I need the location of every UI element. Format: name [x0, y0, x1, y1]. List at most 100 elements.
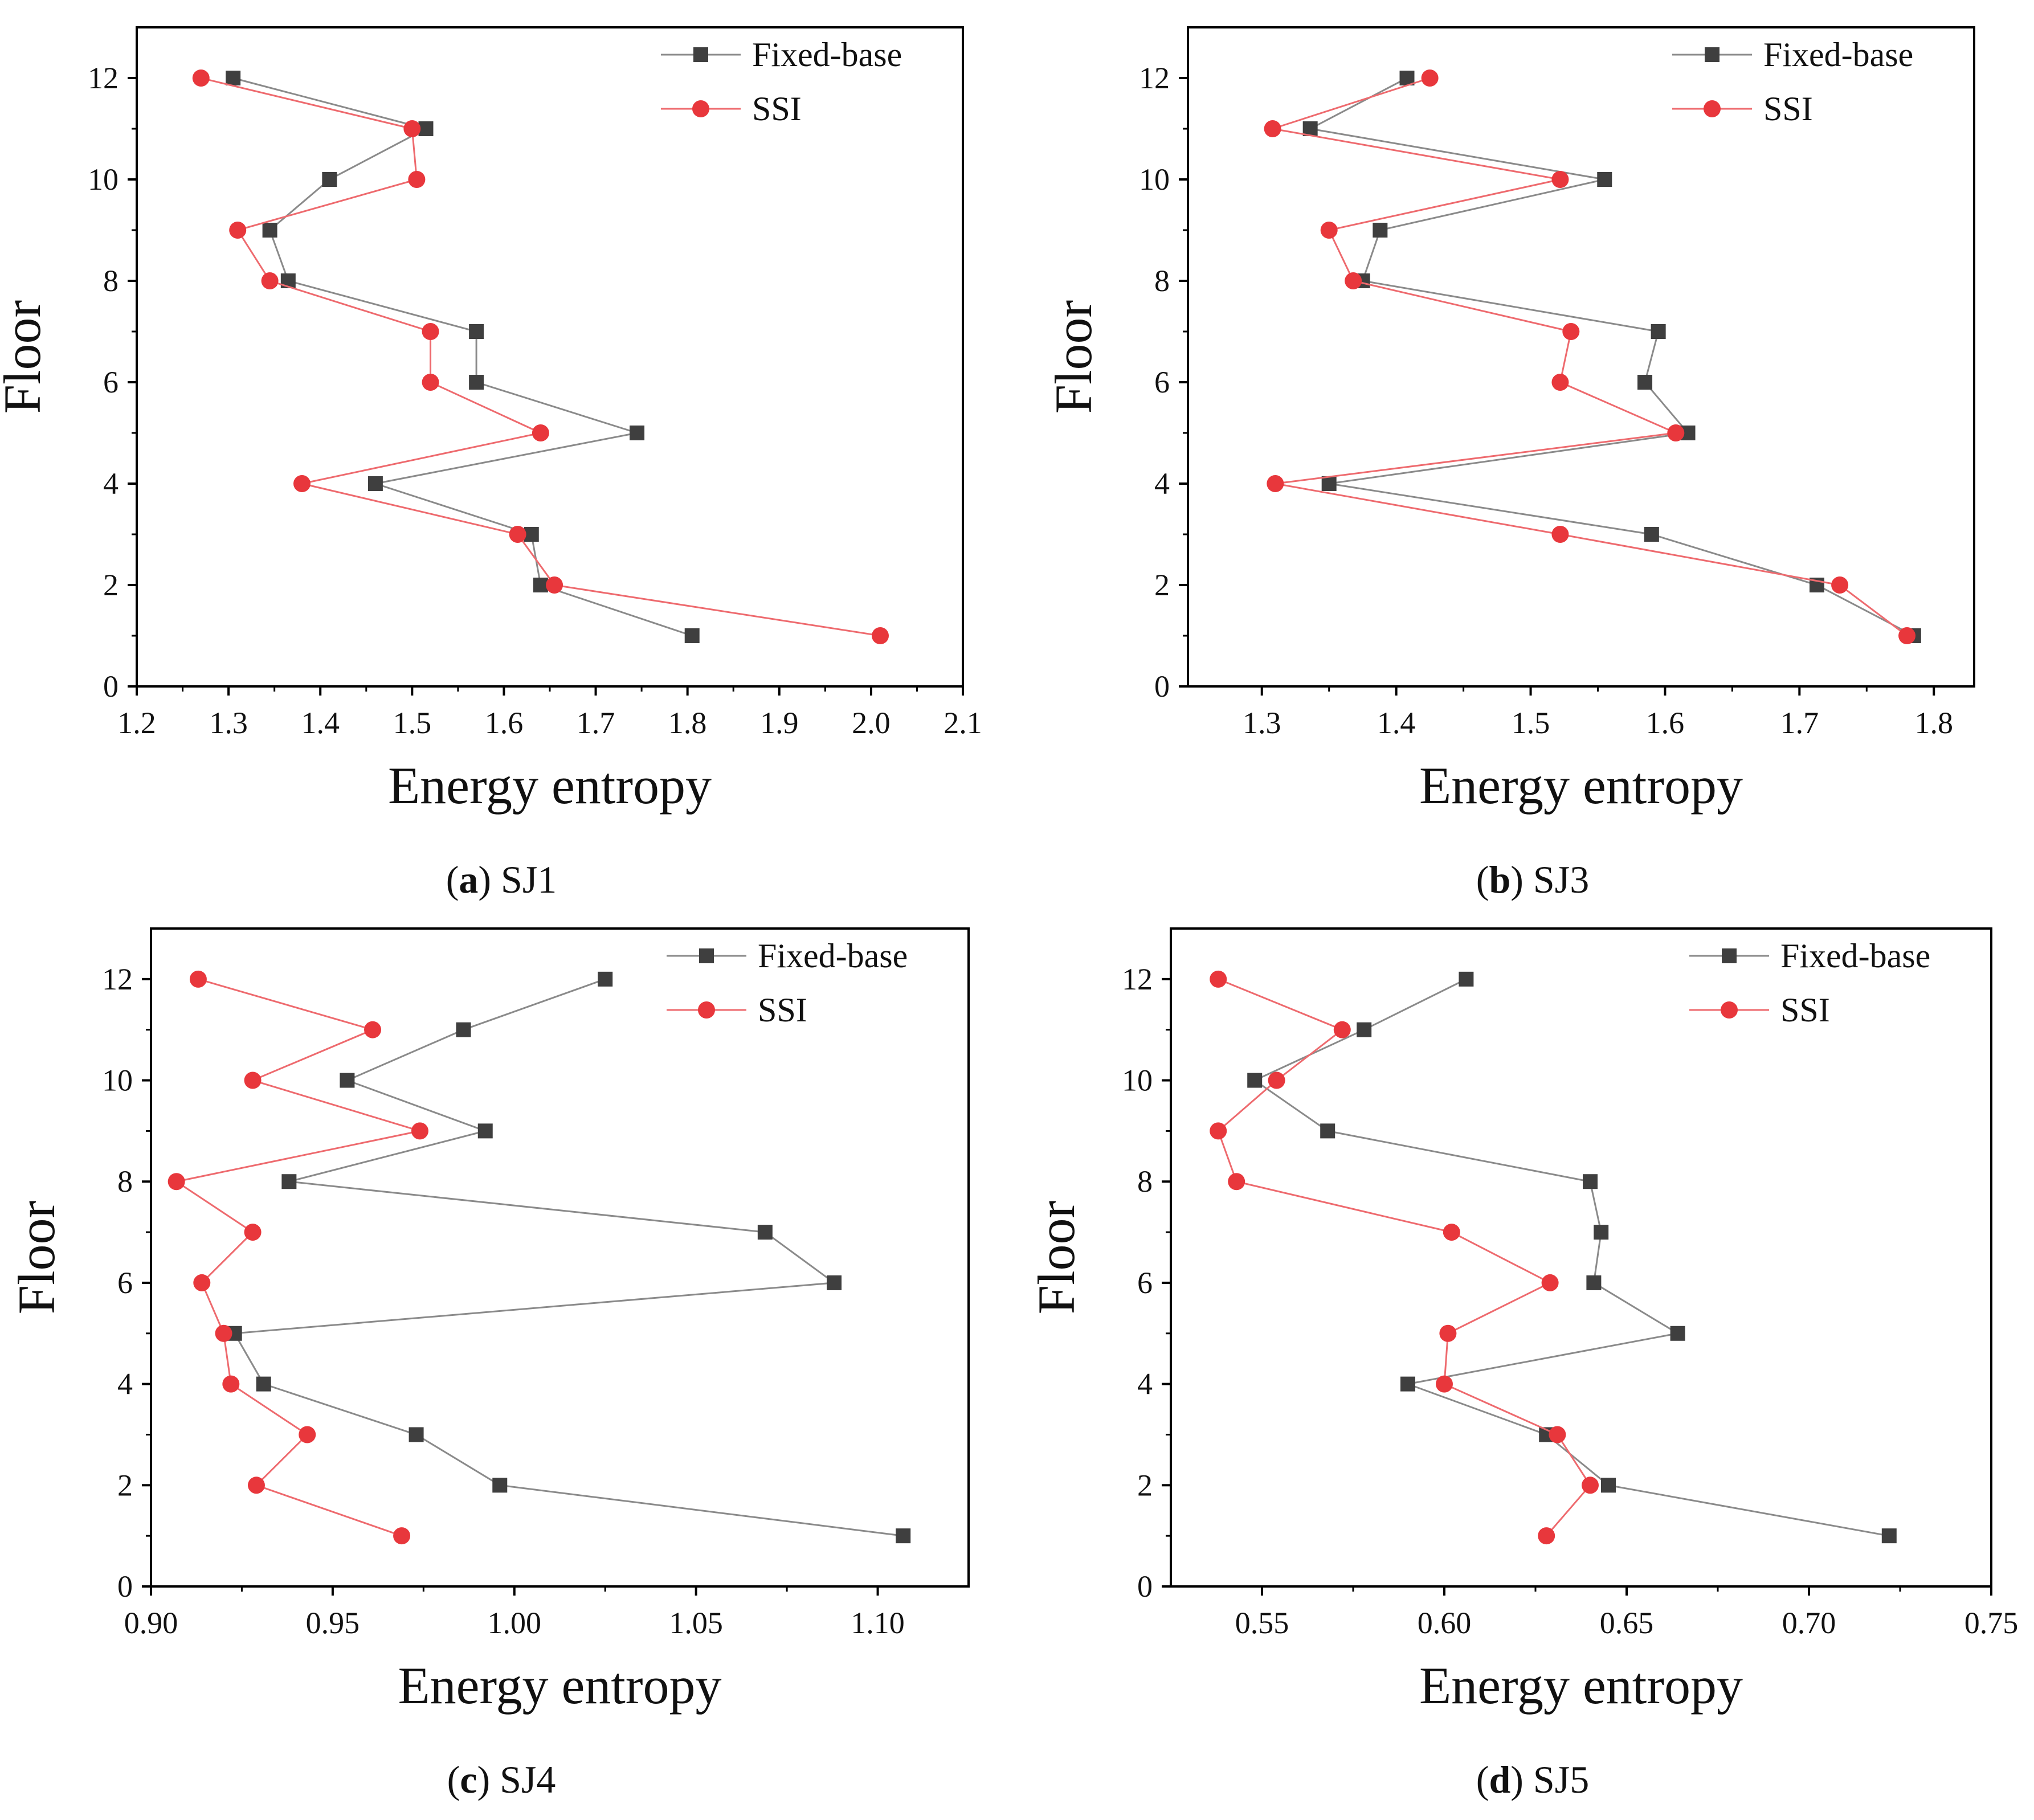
ssi-series-line: [201, 77, 881, 637]
y-tick-label: 0: [1154, 669, 1170, 704]
x-axis-title: Energy entropy: [398, 1657, 721, 1715]
caption-label: SJ1: [501, 858, 557, 901]
ssi-point: [1551, 374, 1569, 391]
fixed-base-point: [1637, 375, 1653, 390]
ssi-series-line: [174, 978, 420, 1537]
ssi-point: [1345, 272, 1362, 289]
fixed-base-point: [418, 121, 434, 136]
caption-letter: d: [1489, 1758, 1511, 1801]
ssi-point: [1421, 69, 1439, 87]
plot-frame: [1170, 927, 1992, 1588]
x-tick-label: 0.65: [1600, 1606, 1654, 1640]
ssi-point: [293, 475, 311, 492]
ssi-point: [364, 1021, 382, 1038]
legend-fixed-base-label: Fixed-base: [1780, 937, 1930, 975]
x-axis-title: Energy entropy: [1419, 756, 1743, 815]
ssi-point: [872, 627, 889, 644]
fixed-base-point: [1400, 1376, 1415, 1392]
x-tick-label: 1.8: [1914, 706, 1953, 740]
y-tick-label: 10: [88, 162, 119, 197]
ssi-point: [261, 272, 279, 289]
y-axis-title: Floor: [7, 1201, 66, 1314]
ssi-point: [1562, 323, 1580, 340]
chart-panel-2: 0.90 0.95 1.00 1.05 1.10 0 2 4 6 8 10 12 Energy entr…: [7, 927, 970, 1715]
ssi-point: [193, 1274, 211, 1291]
y-tick-label: 4: [103, 467, 119, 501]
fixed-base-point: [1373, 223, 1388, 238]
fixed-base-point: [757, 1225, 773, 1240]
y-tick-label: 4: [1137, 1367, 1153, 1401]
x-tick-label: 1.6: [1646, 706, 1685, 740]
y-tick-label: 0: [1137, 1569, 1153, 1604]
x-tick-label: 1.4: [1377, 706, 1416, 740]
x-tick-label: 1.6: [485, 706, 524, 740]
ssi-point: [1210, 1122, 1227, 1140]
y-axis-title: Floor: [0, 300, 51, 414]
fixed-base-point: [226, 71, 241, 85]
fixed-base-point: [367, 476, 383, 491]
x-tick-label: 1.2: [117, 706, 156, 740]
plot-frame: [1187, 26, 1975, 688]
legend-ssi-label: SSI: [752, 90, 802, 128]
fixed-base-point: [1597, 172, 1612, 187]
ssi-point: [1333, 1021, 1351, 1038]
fixed-base-point: [533, 578, 548, 592]
x-tick-label: 1.5: [1512, 706, 1550, 740]
fixed-base-point: [456, 1022, 471, 1037]
ssi-point: [1898, 627, 1916, 644]
legend-ssi-label: SSI: [1763, 90, 1813, 128]
x-tick-label: 1.4: [301, 706, 340, 740]
ssi-point: [408, 171, 426, 188]
x-tick-label: 0.70: [1782, 1606, 1836, 1640]
fixed-base-point: [281, 1174, 297, 1189]
legend-ssi-marker: [1721, 1001, 1738, 1019]
caption-letter: b: [1489, 858, 1511, 901]
fixed-base-point: [1644, 527, 1659, 542]
y-tick-label: 8: [117, 1164, 133, 1199]
fixed-base-point: [340, 1073, 355, 1088]
ssi-point: [247, 1477, 265, 1494]
ssi-point: [1443, 1224, 1460, 1241]
legend-fixed-base-label: Fixed-base: [1763, 36, 1913, 73]
fixed-base-point: [827, 1275, 842, 1290]
x-tick-label: 0.55: [1235, 1606, 1289, 1640]
ssi-point: [422, 374, 439, 391]
ssi-point: [192, 69, 210, 87]
fixed-base-point: [322, 172, 337, 187]
y-tick-label: 12: [1139, 61, 1170, 95]
ssi-point: [1582, 1477, 1599, 1494]
ssi-point: [1228, 1173, 1245, 1191]
x-tick-label: 0.90: [124, 1606, 178, 1640]
caption-letter: a: [459, 858, 479, 901]
ssi-point: [1831, 576, 1849, 594]
x-tick-label: 0.60: [1418, 1606, 1472, 1640]
x-axis-title: Energy entropy: [388, 756, 712, 815]
x-tick-label: 0.75: [1964, 1606, 2019, 1640]
fixed-base-point: [1881, 1528, 1897, 1544]
legend-ssi-label: SSI: [1780, 991, 1830, 1029]
legend-ssi-marker: [692, 100, 709, 117]
y-tick-label: 10: [1122, 1064, 1153, 1098]
x-tick-label: 1.8: [668, 706, 707, 740]
x-axis-title: Energy entropy: [1419, 1657, 1743, 1715]
x-tick-label: 1.7: [577, 706, 615, 740]
legend-fixed-base-marker: [693, 47, 708, 62]
legend-fixed-base-label: Fixed-base: [752, 36, 902, 73]
caption-b: (b) SJ3: [1476, 858, 1590, 901]
ssi-point: [1436, 1375, 1453, 1393]
plot-frame: [150, 927, 970, 1588]
fixed-base-point: [262, 223, 277, 238]
ssi-point: [1541, 1274, 1559, 1291]
ssi-point: [299, 1426, 316, 1443]
y-tick-label: 6: [1154, 365, 1170, 399]
fixed-base-point: [469, 324, 484, 339]
fixed-base-point: [896, 1528, 911, 1544]
chart-panel-1: 1.3 1.4 1.5 1.6 1.7 1.8 0 2 4 6 8 10 12 Energy entrop…: [1044, 26, 1975, 815]
ssi-point: [1439, 1324, 1457, 1342]
ssi-point: [1320, 222, 1338, 239]
ssi-point: [1551, 526, 1569, 543]
y-tick-label: 12: [102, 962, 133, 996]
caption-a: (a) SJ1: [446, 858, 557, 901]
ssi-point: [229, 222, 247, 239]
ssi-point: [1210, 970, 1227, 988]
